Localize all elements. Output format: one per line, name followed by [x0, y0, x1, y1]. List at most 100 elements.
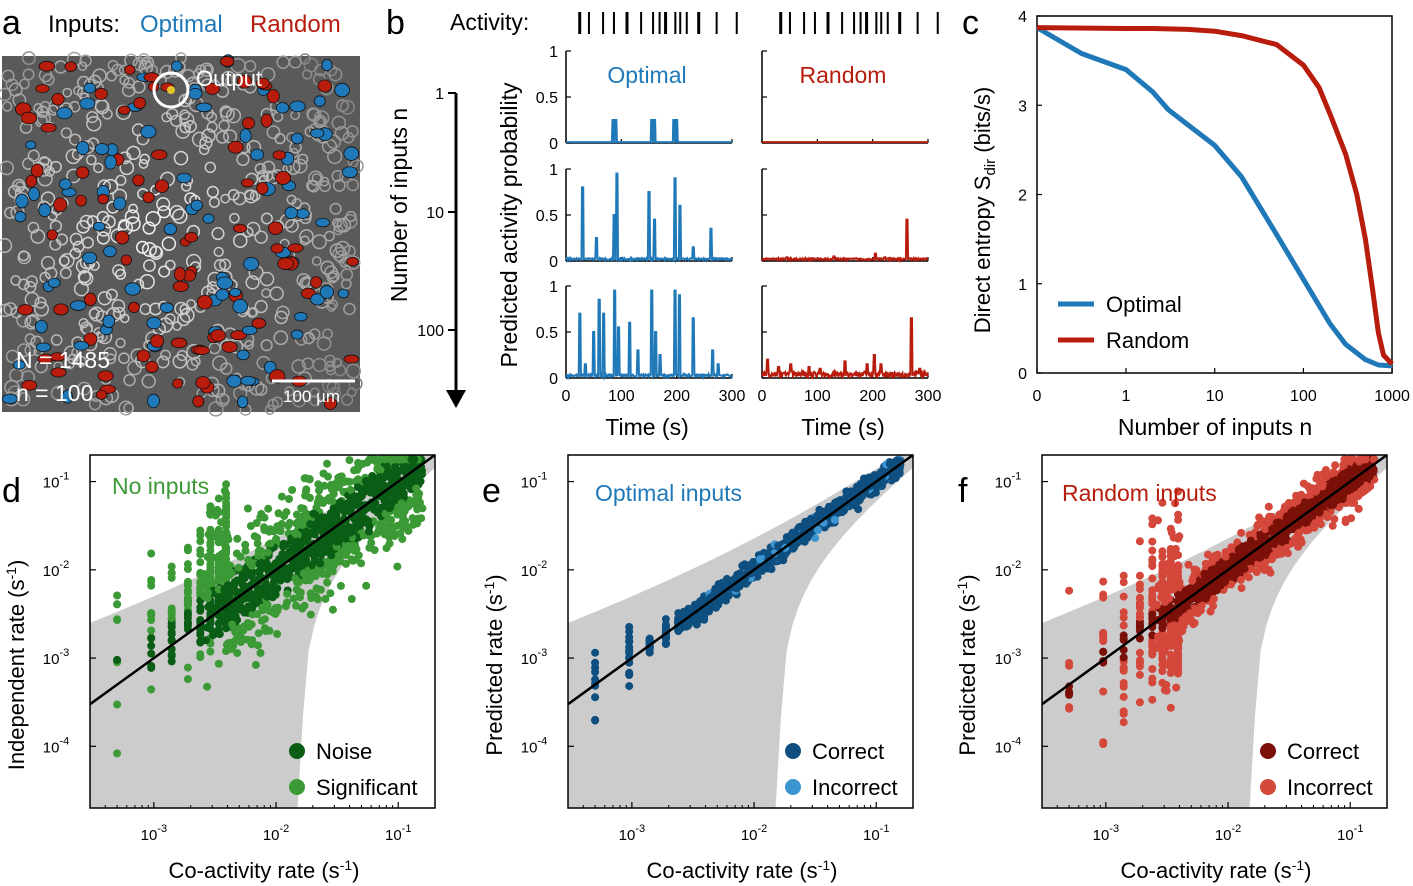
random-entropy-line — [1036, 25, 1394, 366]
significant-point — [167, 562, 176, 571]
incorrect-point — [1294, 528, 1303, 537]
noise-point — [231, 612, 240, 621]
optimal-input-cell — [295, 208, 310, 219]
incorrect-point — [1119, 679, 1128, 687]
random-input-cell — [172, 378, 184, 389]
cell-outline — [121, 83, 136, 98]
optimal-input-cell — [94, 143, 110, 155]
correct-point — [1135, 623, 1144, 631]
cell-outline — [55, 233, 69, 246]
cell-outline — [328, 67, 343, 82]
significant-point — [147, 549, 156, 558]
cell-outline — [86, 215, 99, 227]
significant-point — [393, 562, 402, 571]
cell-outline — [329, 202, 342, 215]
cell-outline — [309, 395, 321, 407]
optimal-title: Optimal — [607, 62, 686, 88]
significant-point — [281, 602, 290, 611]
cell-outline — [220, 362, 233, 375]
y-tick-label: 10-2 — [43, 559, 69, 580]
random-input-cell — [346, 256, 360, 267]
significant-point — [357, 559, 366, 568]
optimal-input-cell — [240, 375, 257, 386]
incorrect-point — [1148, 520, 1157, 529]
incorrect-point — [1119, 621, 1128, 630]
cell-outline — [119, 75, 130, 86]
cell-outline — [254, 162, 267, 175]
optimal-input-cell — [38, 203, 52, 218]
cell-outline — [145, 211, 161, 227]
random-input-cell — [21, 379, 38, 391]
cell-outline — [42, 73, 55, 86]
cell-outline — [33, 103, 44, 114]
panel-f-letter: f — [958, 472, 968, 510]
correct-point — [1272, 518, 1281, 527]
x-tick-label: 0 — [562, 388, 571, 405]
cell-outline — [326, 272, 339, 284]
noise-point — [327, 551, 336, 560]
incorrect-point — [1264, 502, 1273, 511]
incorrect-point — [1099, 633, 1108, 641]
cell-outline — [343, 302, 356, 316]
random-input-cell — [124, 64, 136, 75]
x-tick-label: 100 — [1290, 388, 1317, 405]
significant-point — [411, 500, 420, 509]
random-input-cell — [256, 182, 269, 195]
significant-point — [241, 540, 250, 549]
significant-point — [227, 568, 236, 577]
cell-outline — [284, 386, 295, 397]
correct-point — [1148, 613, 1157, 622]
noise-point — [224, 589, 233, 598]
cell-outline — [50, 334, 63, 346]
cell-outline — [10, 275, 21, 286]
incorrect-point — [1361, 455, 1370, 464]
cell-outline — [68, 100, 81, 113]
significant-point — [264, 504, 273, 513]
incorrect-point — [1354, 504, 1363, 513]
significant-point — [336, 472, 345, 481]
random-input-cell — [75, 166, 90, 179]
cell-outline — [44, 166, 56, 177]
optimal-input-cell — [291, 132, 304, 145]
correct-point — [1221, 577, 1229, 586]
incorrect-point — [1259, 562, 1268, 571]
x-tick-label: 0 — [1033, 388, 1042, 405]
significant-point — [235, 624, 244, 633]
significant-point — [383, 525, 392, 534]
cell-outline — [142, 221, 156, 235]
cell-outline — [274, 133, 286, 145]
cell-outline — [5, 349, 20, 364]
noise-point — [221, 609, 230, 618]
significant-point — [390, 455, 399, 464]
cell-outline — [301, 357, 315, 370]
significant-point — [296, 593, 304, 602]
optimal-input-cell — [226, 374, 242, 388]
random-input-cell — [323, 397, 338, 410]
cell-outline — [332, 179, 346, 192]
cell-outline — [63, 345, 79, 360]
significant-point — [320, 481, 329, 490]
predicted-point — [625, 646, 634, 655]
cell-outline — [244, 339, 254, 350]
incorrect-point — [1277, 549, 1286, 558]
significant-point — [224, 561, 233, 569]
incorrect-point — [1158, 553, 1167, 561]
random-input-cell — [30, 163, 44, 178]
incorrect-point — [1172, 683, 1181, 692]
activity-label: Activity: — [450, 9, 529, 35]
correct-point — [1337, 471, 1346, 480]
incorrect-point — [1246, 564, 1255, 573]
noise-point — [207, 604, 216, 613]
cell-outline — [27, 221, 40, 234]
random-input-cell — [142, 191, 155, 204]
panel-b-letter: b — [386, 4, 405, 42]
cell-outline — [219, 393, 230, 405]
noise-point — [370, 505, 379, 514]
random-input-cell — [97, 193, 109, 205]
noise-point — [391, 492, 400, 501]
N-count: N = 1485 — [16, 347, 110, 373]
entropy-x-label: Number of inputs n — [1118, 414, 1312, 440]
cell-outline — [59, 267, 72, 280]
significant-point — [274, 603, 283, 612]
significant-point — [370, 455, 379, 464]
